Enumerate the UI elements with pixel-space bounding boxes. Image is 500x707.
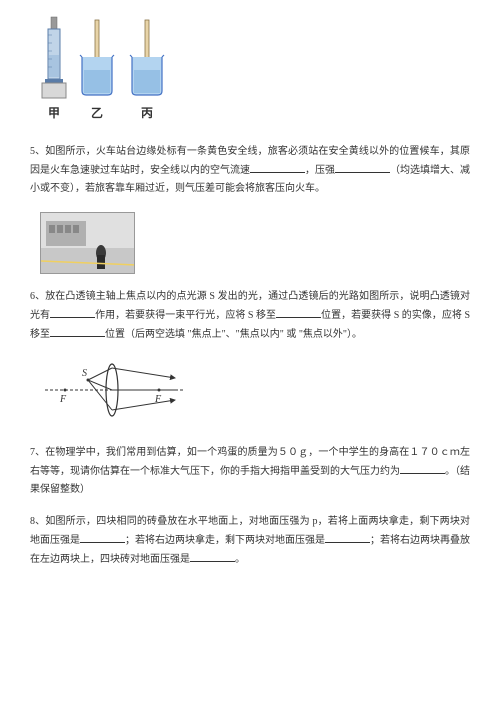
lens-diagram-svg: F S F (40, 358, 190, 423)
q6-blank2 (276, 306, 321, 318)
q5-text2: ，压强 (305, 165, 335, 176)
question-8: 8、如图所示，四块相同的砖叠放在水平地面上，对地面压强为 p，若将上面两块拿走，… (30, 513, 470, 569)
q5-blank1 (250, 161, 305, 173)
q6-blank3 (50, 325, 105, 337)
q8-blank2 (325, 531, 370, 543)
label-jia: 甲 (48, 103, 60, 125)
q6-text2: 作用，若要获得一束平行光，应将 S 移至 (95, 310, 276, 321)
label-yi: 乙 (91, 103, 103, 125)
q6-text4: 位置（后两空选填 "焦点上"、"焦点以内" 或 "焦点以外"）。 (105, 329, 362, 340)
q8-blank1 (80, 531, 125, 543)
q8-blank3 (190, 550, 235, 562)
F-left-label: F (59, 394, 67, 405)
train-photo-box (40, 212, 470, 274)
figure-apparatus-row: 甲 乙 丙 (40, 15, 470, 125)
apparatus-yi: 乙 (76, 15, 118, 125)
lens-diagram-box: F S F (40, 358, 470, 430)
S-label: S (82, 368, 87, 379)
question-7: 7、在物理学中，我们常用到估算，如一个鸡蛋的质量为５０ｇ，一个中学生的身高在１７… (30, 444, 470, 499)
q8-text2: ；若将右边两块拿走，剩下两块对地面压强是 (125, 535, 325, 546)
syringe-icon (40, 15, 68, 100)
q8-text4: 。 (235, 554, 245, 565)
apparatus-jia: 甲 (40, 15, 68, 125)
q7-num: 7、 (30, 447, 45, 458)
question-5: 5、如图所示，火车站台边缘处标有一条黄色安全线，旅客必须站在安全黄线以外的位置候… (30, 143, 470, 198)
train-station-photo (40, 212, 135, 274)
beaker-yi-icon (76, 15, 118, 100)
q6-num: 6、 (30, 291, 45, 302)
q7-blank1 (400, 462, 445, 474)
q8-num: 8、 (30, 516, 45, 527)
apparatus-bing: 丙 (126, 15, 168, 125)
beaker-bing-icon (126, 15, 168, 100)
q5-blank2 (335, 161, 390, 173)
q5-num: 5、 (30, 146, 45, 157)
question-6: 6、放在凸透镜主轴上焦点以内的点光源 S 发出的光，通过凸透镜后的光路如图所示，… (30, 288, 470, 344)
label-bing: 丙 (141, 103, 153, 125)
q6-blank1 (50, 306, 95, 318)
